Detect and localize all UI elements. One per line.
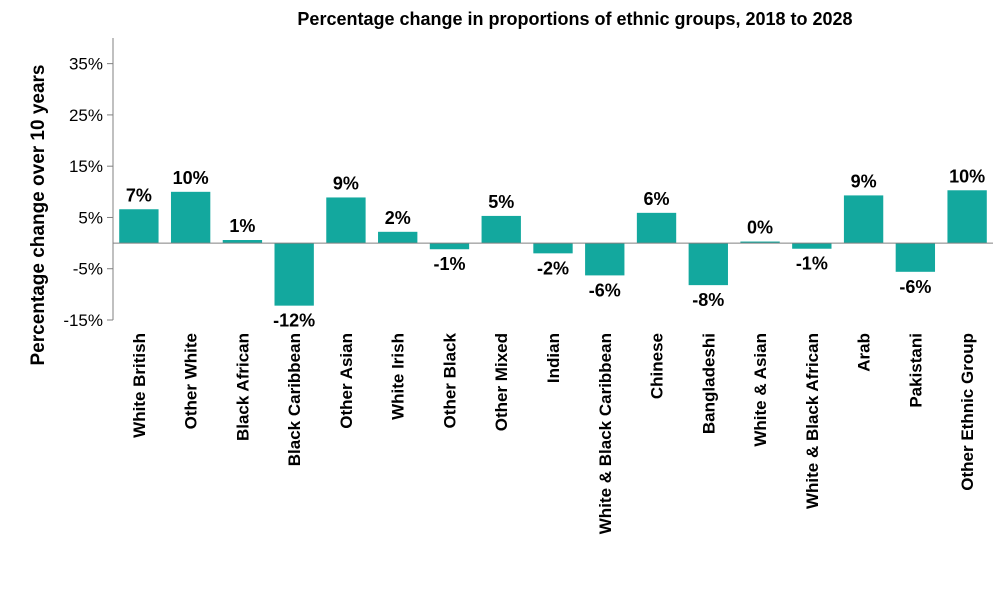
bar xyxy=(378,231,418,244)
data-label: -12% xyxy=(273,311,315,331)
x-tick-label: White British xyxy=(130,333,149,438)
x-tick-label: Bangladeshi xyxy=(699,333,718,434)
y-tick-label: 25% xyxy=(69,106,103,125)
x-tick-label: Other Black xyxy=(440,332,459,428)
bar xyxy=(533,243,573,254)
bar xyxy=(119,209,159,244)
bar xyxy=(947,190,987,244)
data-labels-group: 7% 10% 1% -12% 9% 2% -1% 5% -2% -6% 6% -8% 0% -1% 9% -6… xyxy=(126,166,985,330)
x-tick-label: White Irish xyxy=(389,333,408,420)
x-tick-label: Black African xyxy=(233,333,252,441)
data-label: -6% xyxy=(899,277,931,297)
bar xyxy=(895,243,936,272)
data-label: 10% xyxy=(173,168,209,188)
x-tick-label: Other Mixed xyxy=(492,333,511,431)
x-tick-label: White & Black Caribbean xyxy=(596,333,615,534)
bar xyxy=(585,243,625,276)
data-label: 1% xyxy=(229,216,255,236)
data-label: 5% xyxy=(488,192,514,212)
data-label: 6% xyxy=(644,189,670,209)
bar xyxy=(429,243,470,250)
data-label: 10% xyxy=(949,166,985,186)
bar xyxy=(792,243,832,249)
x-tick-label: Other Asian xyxy=(337,333,356,429)
y-tick-label: 5% xyxy=(78,208,103,227)
data-label: 7% xyxy=(126,185,152,205)
x-tick-label: Pakistani xyxy=(906,333,925,408)
data-label: 0% xyxy=(747,218,773,238)
y-axis-label: Percentage change over 10 years xyxy=(28,64,49,365)
x-tick-label: White & Black African xyxy=(803,333,822,509)
bar xyxy=(688,243,728,286)
data-label: -8% xyxy=(692,290,724,310)
data-label: 9% xyxy=(851,171,877,191)
data-label: -1% xyxy=(433,254,465,274)
bar xyxy=(274,243,314,306)
x-tick-label: Black Caribbean xyxy=(285,333,304,466)
x-tick-label: Chinese xyxy=(648,333,667,399)
data-label: 2% xyxy=(385,208,411,228)
bar xyxy=(740,241,780,244)
data-label: -2% xyxy=(537,258,569,278)
y-axis-ticks: -15% -5% 5% 15% 25% 35% xyxy=(63,55,113,330)
x-tick-label: Indian xyxy=(544,333,563,383)
y-tick-label: 35% xyxy=(69,55,103,74)
bar xyxy=(222,240,263,244)
y-tick-label: 15% xyxy=(69,157,103,176)
bars-group xyxy=(119,190,987,306)
bar xyxy=(326,197,366,244)
chart-title: Percentage change in proportions of ethn… xyxy=(297,9,852,29)
data-label: -1% xyxy=(796,254,828,274)
y-tick-label: -5% xyxy=(73,260,103,279)
x-tick-label: Other Ethnic Group xyxy=(958,333,977,491)
bar xyxy=(481,215,521,244)
bar xyxy=(843,195,884,244)
data-label: -6% xyxy=(589,280,621,300)
bar xyxy=(170,191,211,244)
x-tick-label: Arab xyxy=(855,333,874,372)
data-label: 9% xyxy=(333,173,359,193)
y-tick-label: -15% xyxy=(63,311,103,330)
x-tick-label: White & Asian xyxy=(751,333,770,447)
x-axis-ticks: White British Other White Black African Bla… xyxy=(130,332,977,534)
x-tick-label: Other White xyxy=(182,333,201,429)
bar xyxy=(636,212,677,244)
